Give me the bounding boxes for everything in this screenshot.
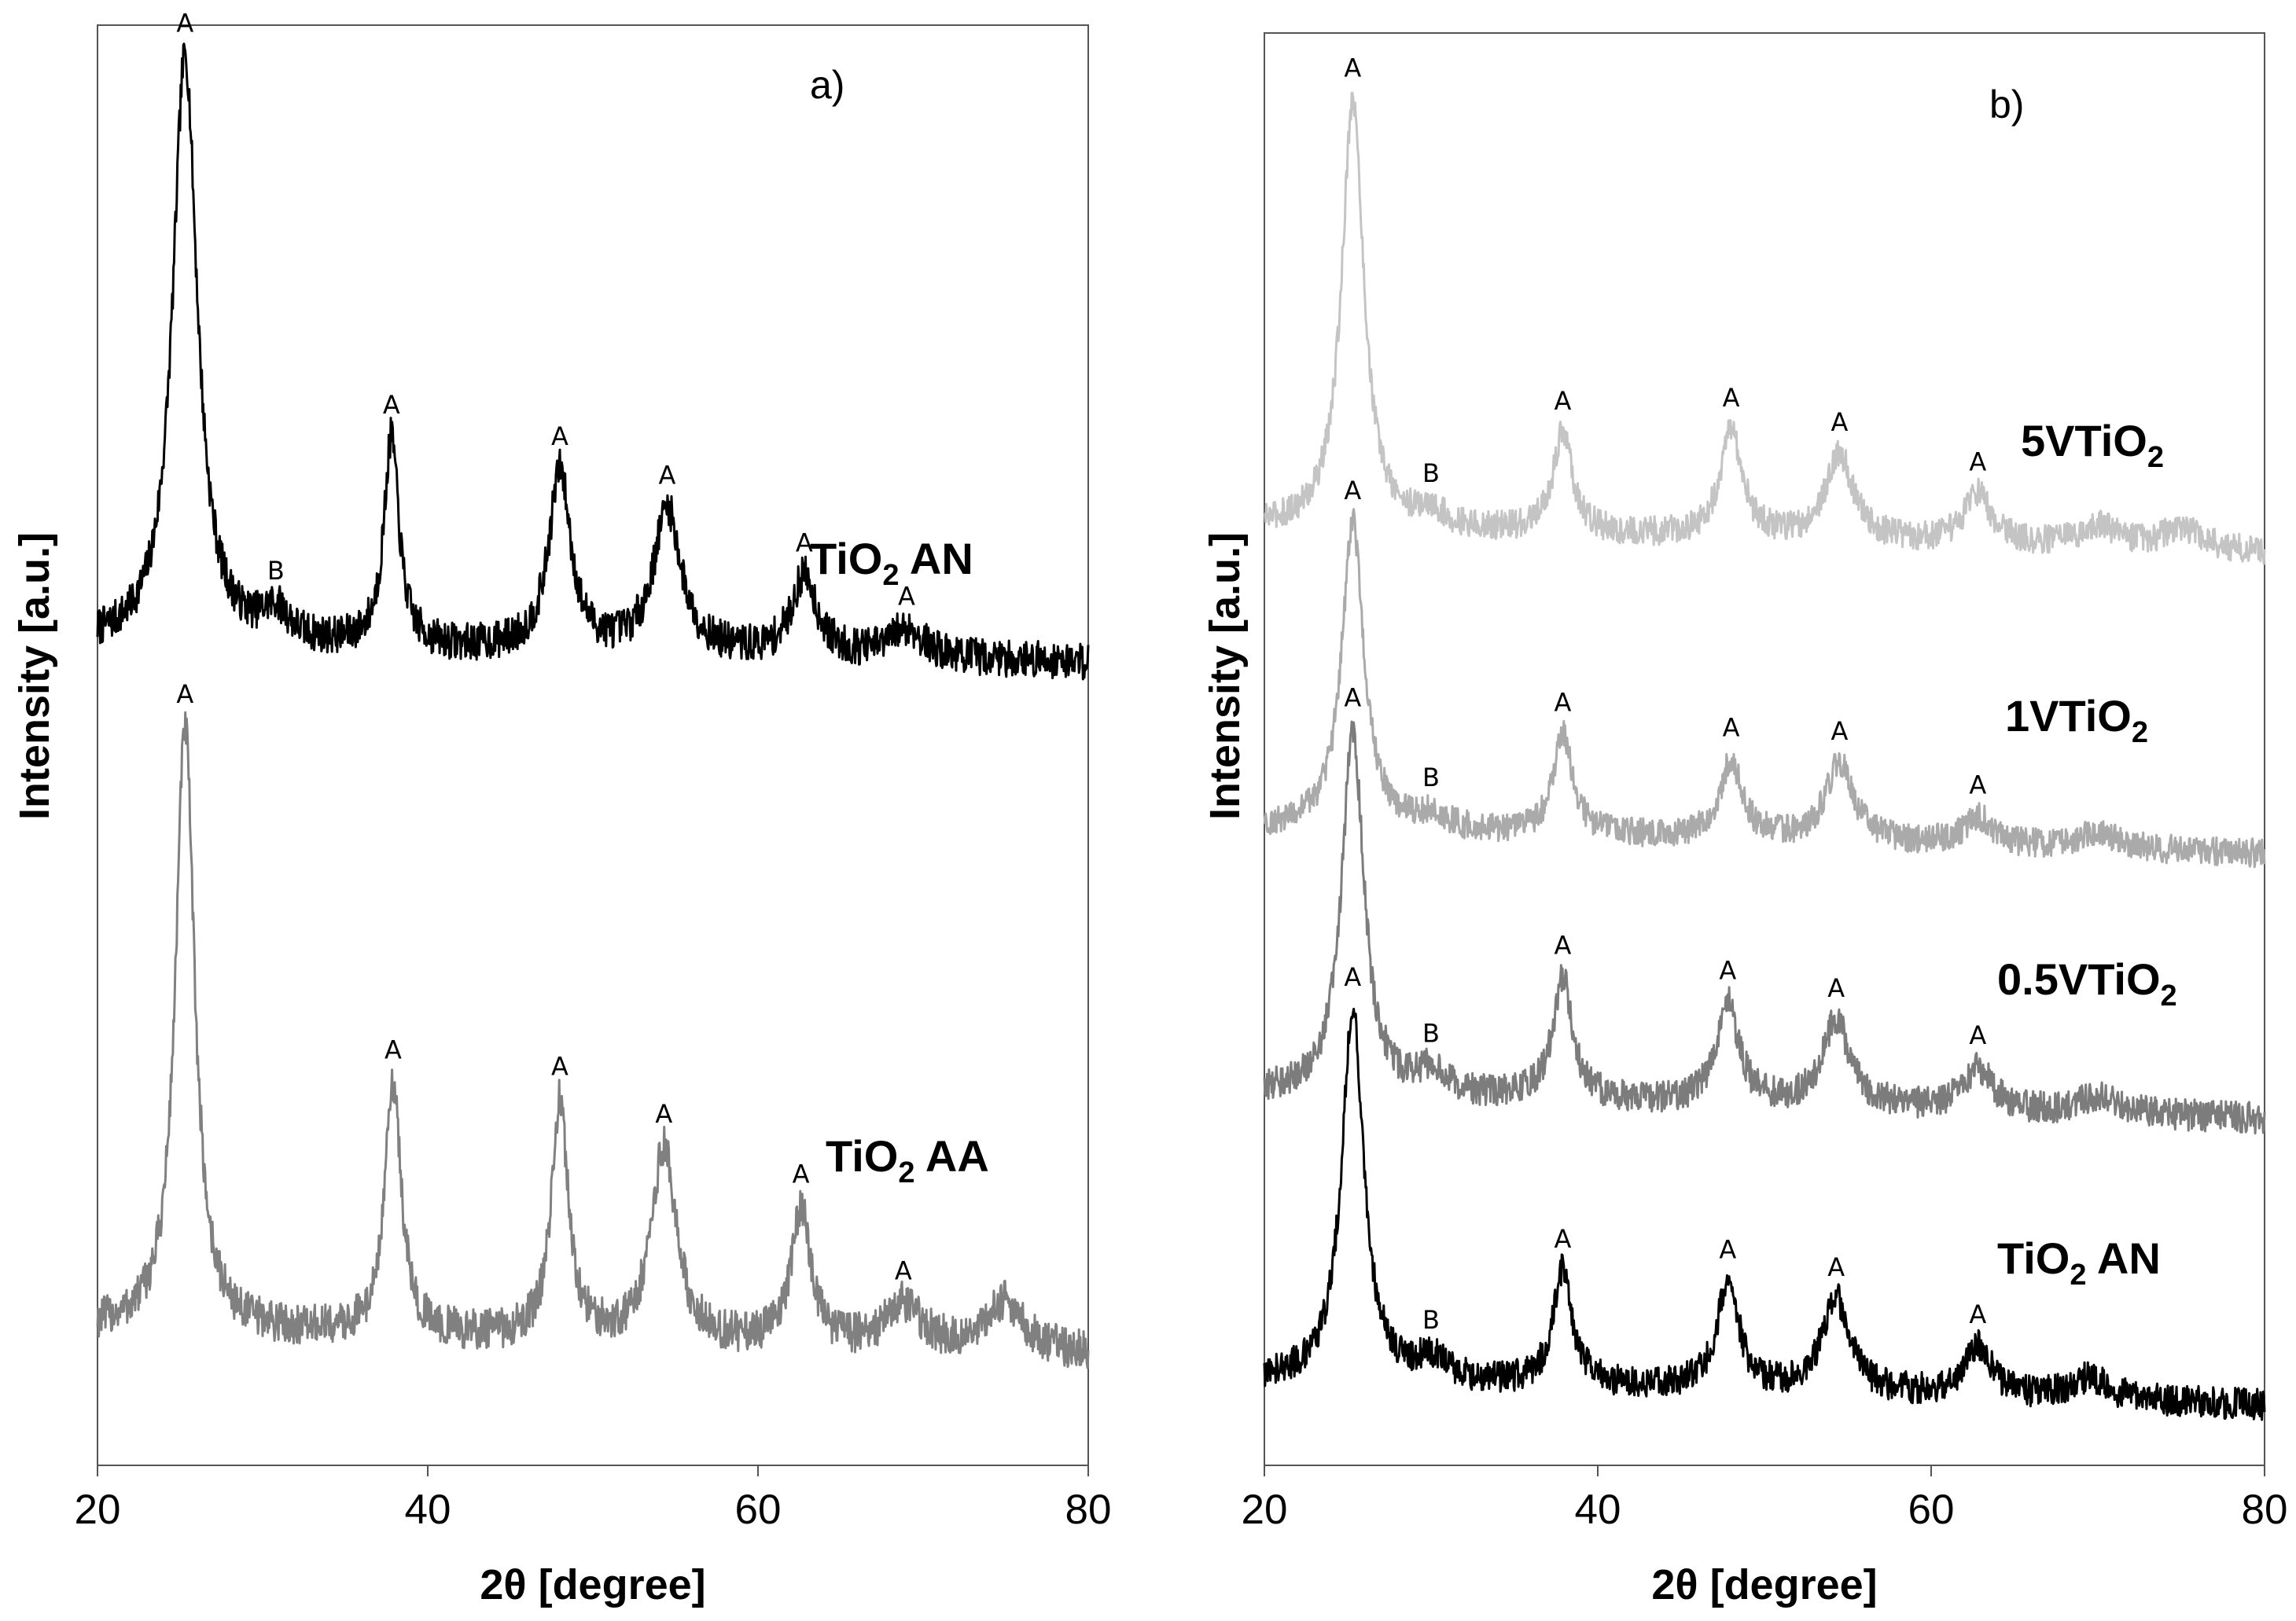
peak-annotation: A (895, 1255, 912, 1285)
peak-annotation: A (1555, 386, 1572, 416)
peak-annotation: A (1344, 476, 1361, 505)
peak-annotation: A (793, 1159, 810, 1189)
peak-annotation: A (1827, 973, 1845, 1003)
peak-annotation: A (1969, 1020, 1986, 1050)
peak-annotation: A (796, 527, 813, 557)
x-tick-label: 40 (1575, 1487, 1621, 1533)
peak-annotation: B (1422, 1019, 1440, 1049)
peak-annotation: B (1422, 1305, 1440, 1335)
panel-a-y-axis-label: Intensity [a.u.] (11, 532, 58, 820)
panel-b-label: b) (1989, 83, 2024, 127)
peak-annotation: A (176, 679, 193, 709)
xrd-trace-line (1263, 1007, 2266, 1421)
xrd-trace-line (96, 711, 1090, 1369)
x-tick-label: 40 (405, 1487, 451, 1533)
peak-annotation: A (655, 1099, 672, 1129)
x-tick-label: 20 (1242, 1487, 1288, 1533)
peak-annotation: A (1827, 1252, 1845, 1282)
peak-annotation: A (551, 1052, 568, 1082)
peak-annotation: A (1831, 407, 1848, 437)
series-label: 5VTiO2 (2021, 416, 2164, 474)
series-label: TiO2 AN (1997, 1233, 2161, 1292)
x-tick-label: 20 (75, 1487, 121, 1533)
peak-annotation: A (1344, 683, 1361, 713)
x-tick-label: 80 (2242, 1487, 2288, 1533)
peak-annotation: A (1969, 770, 1986, 799)
peak-annotation: B (1422, 763, 1440, 792)
panel-a: A B A A A A A A A A A A A TiO2 AN TiO2 AA 20 40 60 80 a)… (11, 8, 1111, 1608)
panel-b-plot-frame (1264, 32, 2265, 1466)
peak-annotation: A (1969, 1299, 1986, 1329)
series-label: TiO2 AA (826, 1131, 989, 1189)
peak-annotation: A (659, 460, 676, 490)
panel-b-y-axis-label: Intensity [a.u.] (1201, 532, 1249, 820)
peak-annotation: A (898, 581, 915, 611)
peak-annotation: A (1344, 962, 1361, 992)
x-tick-label: 60 (735, 1487, 782, 1533)
peak-annotation: A (1555, 931, 1572, 961)
peak-annotation: B (1422, 458, 1440, 488)
peak-annotation: A (1344, 53, 1361, 83)
series-label: TiO2 AN (810, 534, 973, 592)
series-label: 1VTiO2 (2005, 691, 2148, 749)
xrd-trace-line (1264, 91, 2266, 565)
panel-a-label: a) (810, 63, 844, 107)
peak-annotation: A (1555, 688, 1572, 718)
peak-annotation: B (267, 556, 285, 586)
xrd-trace-line (1263, 508, 2266, 869)
peak-annotation: A (383, 390, 400, 420)
peak-annotation: A (1719, 1235, 1736, 1265)
peak-annotation: A (176, 8, 193, 38)
peak-annotation: A (1719, 956, 1736, 986)
peak-annotation: A (1969, 447, 1986, 477)
panel-b: A B A A A A A B A A A A A B A A A A A B A A A A 5VTiO2 1VTiO2 0.5… (1201, 32, 2288, 1608)
peak-annotation: A (1555, 1224, 1572, 1254)
xrd-trace-line (96, 42, 1090, 681)
panel-a-x-axis-label: 2θ [degree] (480, 1561, 705, 1608)
xrd-trace-line (1263, 720, 2266, 1135)
x-tick-label: 80 (1065, 1487, 1112, 1533)
peak-annotation: A (1831, 716, 1848, 746)
peak-annotation: A (1723, 383, 1740, 413)
x-tick-label: 60 (1908, 1487, 1955, 1533)
peak-annotation: A (385, 1035, 402, 1065)
series-label: 0.5VTiO2 (1997, 954, 2177, 1013)
panel-a-plot-frame (97, 24, 1089, 1466)
panel-b-x-axis-label: 2θ [degree] (1651, 1561, 1877, 1608)
peak-annotation: A (1723, 713, 1740, 743)
peak-annotation: A (551, 421, 568, 451)
